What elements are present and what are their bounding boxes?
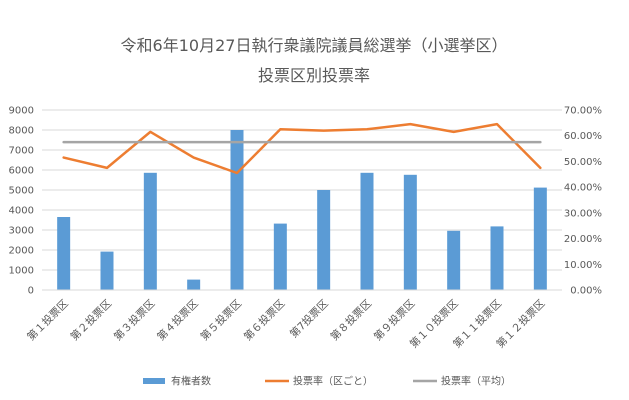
- left-axis-tick-label: 3000: [9, 226, 34, 237]
- left-axis-tick-label: 8000: [9, 126, 34, 137]
- left-axis-tick-label: 2000: [9, 246, 34, 257]
- right-axis-ticks: 0.00% 10.00% 20.00% 30.00% 40.00% 50.00% 60.00…: [564, 106, 602, 297]
- left-axis-tick-label: 6000: [9, 166, 34, 177]
- category-label: 第7投票区: [287, 297, 331, 341]
- right-axis-tick-label: 70.00%: [564, 106, 602, 117]
- category-label: 第５投票区: [198, 297, 244, 343]
- legend-label: 投票率（区ごと）: [293, 375, 373, 388]
- legend-label: 投票率（平均）: [441, 375, 511, 388]
- bar: [143, 172, 157, 290]
- left-axis-ticks: 0 1000 2000 3000 4000 5000 6000 7000 8000 9000: [9, 106, 34, 297]
- gridlines: [42, 109, 562, 271]
- bar: [57, 217, 71, 290]
- line-series: [62, 122, 542, 175]
- left-axis-tick-label: 0: [28, 286, 34, 297]
- bar: [187, 279, 201, 290]
- bar-series-voters: [57, 130, 547, 290]
- legend: 有権者数 投票率（区ごと） 投票率（平均）: [143, 375, 511, 388]
- category-label: 第４投票区: [154, 297, 200, 343]
- left-axis-tick-label: 1000: [9, 266, 34, 277]
- left-axis-tick-label: 4000: [9, 206, 34, 217]
- bar: [403, 174, 417, 290]
- category-label: 第２投票区: [68, 297, 114, 343]
- right-axis-tick-label: 30.00%: [564, 208, 602, 219]
- right-axis-tick-label: 10.00%: [564, 260, 602, 271]
- bar: [447, 230, 461, 290]
- bar: [490, 226, 504, 290]
- right-axis-tick-label: 50.00%: [564, 157, 602, 168]
- bar: [100, 251, 114, 290]
- bar: [230, 130, 244, 290]
- category-label: 第９投票区: [371, 297, 417, 343]
- category-label: 第３投票区: [111, 297, 157, 343]
- right-axis-tick-label: 40.00%: [564, 183, 602, 194]
- line-turnout-by-district: [62, 122, 542, 175]
- right-axis-tick-label: 60.00%: [564, 131, 602, 142]
- left-axis-tick-label: 5000: [9, 186, 34, 197]
- category-label: 第６投票区: [241, 297, 287, 343]
- chart-title: 令和6年10月27日執行衆議院議員総選挙（小選挙区）: [121, 36, 508, 55]
- left-axis-tick-label: 7000: [9, 146, 34, 157]
- right-axis-tick-label: 0.00%: [570, 286, 602, 297]
- legend-swatch-voters: [143, 378, 165, 384]
- legend-label: 有権者数: [171, 375, 211, 388]
- bar: [273, 223, 287, 290]
- left-axis-tick-label: 9000: [9, 106, 34, 117]
- bar: [533, 187, 547, 290]
- category-label: 第１投票区: [24, 297, 70, 343]
- bar: [317, 190, 331, 290]
- right-axis-tick-label: 20.00%: [564, 234, 602, 245]
- category-label: 第８投票区: [328, 297, 374, 343]
- bar: [360, 172, 374, 290]
- chart-subtitle: 投票区別投票率: [258, 66, 370, 85]
